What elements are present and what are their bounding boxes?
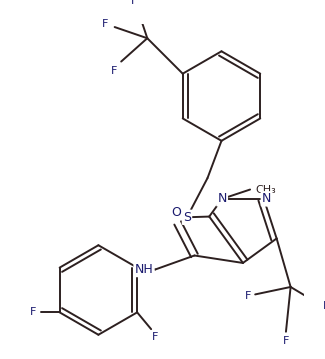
Text: F: F: [102, 19, 109, 29]
Text: F: F: [244, 291, 251, 301]
Text: F: F: [131, 0, 137, 6]
Text: NH: NH: [135, 263, 153, 276]
Text: S: S: [183, 211, 191, 224]
Text: N: N: [217, 192, 227, 205]
Text: F: F: [152, 332, 158, 342]
Text: –: –: [255, 185, 260, 195]
Text: N: N: [262, 192, 271, 205]
Text: F: F: [30, 307, 37, 317]
Text: O: O: [171, 206, 181, 219]
Text: F: F: [323, 300, 325, 311]
Text: CH₃: CH₃: [256, 185, 277, 195]
Text: F: F: [111, 66, 117, 76]
Text: F: F: [283, 336, 289, 346]
